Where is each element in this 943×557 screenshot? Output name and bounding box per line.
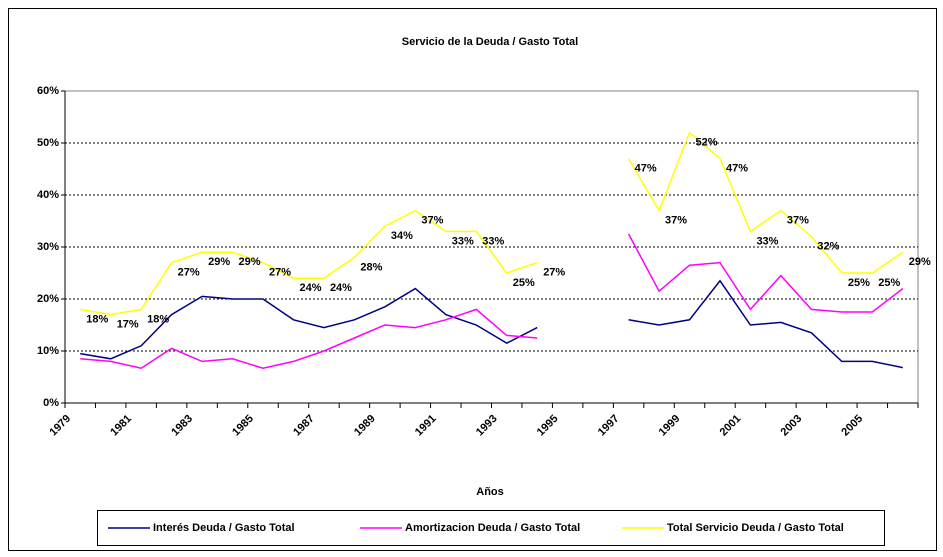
legend-label: Amortizacion Deuda / Gasto Total	[405, 522, 580, 534]
plot-area	[64, 90, 919, 404]
series-line	[80, 233, 904, 370]
data-label: 29%	[239, 256, 261, 268]
series-line	[80, 279, 903, 369]
data-label: 28%	[360, 261, 382, 273]
data-label: 52%	[696, 137, 718, 149]
data-label: 27%	[543, 267, 565, 279]
data-label: 33%	[452, 235, 474, 247]
data-label: 27%	[178, 267, 200, 279]
data-label: 47%	[635, 163, 657, 175]
x-axis-title: Años	[476, 486, 504, 498]
y-tick-label: 20%	[37, 293, 59, 305]
chart-title: Servicio de la Deuda / Gasto Total	[402, 36, 578, 48]
data-label: 47%	[726, 163, 748, 175]
data-label: 24%	[299, 282, 321, 294]
data-label: 37%	[665, 215, 687, 227]
data-label: 25%	[878, 277, 900, 289]
y-tick-label: 40%	[37, 189, 59, 201]
data-label: 29%	[909, 256, 931, 268]
data-label: 37%	[421, 215, 443, 227]
legend	[97, 510, 885, 546]
data-label: 25%	[848, 277, 870, 289]
data-label: 33%	[756, 235, 778, 247]
y-tick-label: 10%	[37, 345, 59, 357]
series-line	[80, 131, 904, 316]
legend-label: Interés Deuda / Gasto Total	[153, 522, 295, 534]
data-label: 18%	[147, 313, 169, 325]
data-label: 33%	[482, 235, 504, 247]
data-label: 34%	[391, 230, 413, 242]
data-label: 29%	[208, 256, 230, 268]
data-label: 18%	[86, 313, 108, 325]
y-tick-label: 60%	[37, 85, 59, 97]
data-label: 17%	[117, 319, 139, 331]
data-label: 25%	[513, 277, 535, 289]
data-label: 24%	[330, 282, 352, 294]
legend-label: Total Servicio Deuda / Gasto Total	[667, 522, 844, 534]
y-tick-label: 30%	[37, 241, 59, 253]
data-label: 37%	[787, 215, 809, 227]
y-tick-label: 0%	[43, 397, 59, 409]
y-tick-label: 50%	[37, 137, 59, 149]
data-label: 32%	[817, 241, 839, 253]
data-label: 27%	[269, 267, 291, 279]
